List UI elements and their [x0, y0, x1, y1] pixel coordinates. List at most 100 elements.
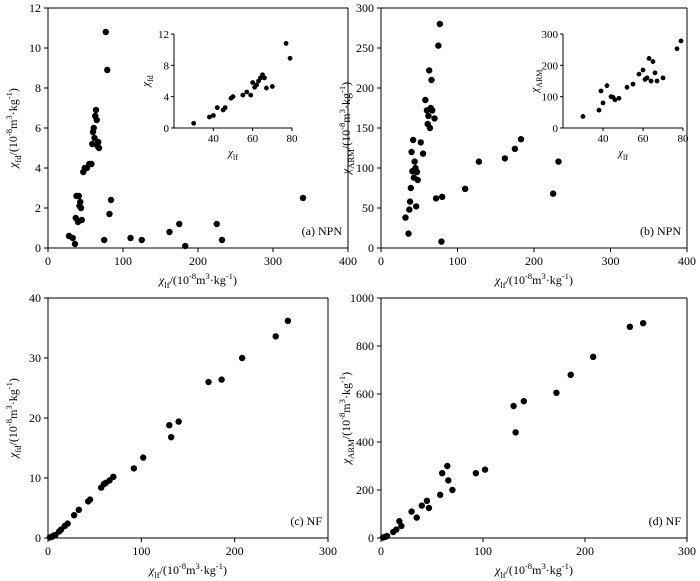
panel-d-data-point: [413, 514, 420, 521]
panel-a-y-tick-label: 0: [35, 241, 41, 255]
panel-c-data-point: [238, 354, 246, 362]
panel-a-data-point: [95, 138, 102, 146]
panel-a-y-tick-label: 6: [35, 121, 41, 135]
panel-a-y-tick-label: 8: [35, 81, 41, 95]
panel-d-y-axis-label: χARM/(10-8m3·kg-1): [337, 372, 356, 465]
panel-d-data-point: [418, 502, 425, 509]
panel-c-data-point: [284, 317, 292, 324]
panel-b-x-tick-label: 400: [678, 254, 696, 268]
panel-a-inset-data-point: [214, 105, 220, 111]
panel-b-inset-data-point: [598, 88, 604, 94]
panel-b-x-tick-label: 100: [449, 254, 467, 268]
panel-b-inset-data-point: [616, 95, 622, 101]
panel-d-x-tick-label: 100: [474, 544, 492, 558]
panel-b-x-axis-label: χlf/(10-8m3·kg-1): [494, 271, 573, 290]
panel-a-inset-y-tick-label: 0: [164, 123, 170, 135]
panel-a-inset-data-point: [244, 89, 250, 95]
panel-b-data-point: [407, 184, 415, 192]
panel-d-data-point: [398, 522, 405, 530]
panel-b-x-tick-label: 0: [378, 254, 384, 268]
panel-c-x-tick-label: 200: [226, 544, 244, 558]
panel-a-inset-data-point: [230, 94, 236, 100]
panel-d-data-point: [436, 491, 444, 498]
panel-c-data-point: [140, 454, 147, 461]
panel-d-y-tick-label: 200: [356, 483, 374, 497]
panel-b-inset-data-point: [630, 81, 636, 87]
panel-b-inset-y-tick-label: 200: [542, 60, 559, 72]
panel-b-y-tick-label: 0: [368, 241, 374, 255]
panel-d-data-point: [439, 470, 446, 477]
panel-b-data-point: [402, 214, 409, 221]
panel-b-inset-data-point: [650, 59, 656, 64]
panel-a-data-point: [71, 240, 79, 248]
panel-b-inset-data-point: [674, 46, 680, 52]
panel-a-x-tick-label: 200: [189, 254, 207, 268]
panel-b-data-point: [436, 20, 444, 28]
panel-b-data-point: [461, 185, 469, 192]
panel-a-data-point: [127, 234, 134, 242]
panel-b-data-point: [422, 96, 429, 104]
panel-a-inset-x-tick-label: 40: [208, 133, 220, 145]
panel-b-inset-x-tick-label: 60: [638, 133, 650, 145]
panel-a-data-point: [106, 210, 113, 218]
panel-a-data-point: [101, 236, 108, 244]
panel-b-inset-data-point: [654, 78, 660, 84]
panel-b-y-tick-label: 100: [356, 161, 374, 175]
panel-c-x-axis-label: χlf/(10-8m3·kg-1): [148, 561, 227, 580]
panel-b-data-point: [501, 155, 509, 162]
panel-c: 0 100 200 300 0 10 20 30 40 χlf/(10-8m3·kg-1) χfd/…: [4, 291, 337, 580]
panel-a-data-point: [299, 194, 307, 202]
panel-b-inset-x-tick-label: 80: [678, 133, 690, 145]
panel-d-x-tick-label: 0: [378, 544, 384, 558]
panel-a-inset-y-axis-label: χfd: [140, 75, 155, 87]
panel-d-y-tick-label: 400: [356, 435, 374, 449]
panel-d-y-tick-label: 600: [356, 387, 374, 401]
panel-d-x-axis-label: χlf/(10-8m3·kg-1): [494, 561, 573, 580]
panel-a-inset-data-point: [240, 92, 246, 98]
panel-b-data-point: [432, 195, 440, 202]
panel-a-x-tick-label: 100: [114, 254, 132, 268]
panel-d-data-point: [639, 320, 647, 327]
panel-b-data-point: [549, 190, 557, 197]
panel-d-data-point: [423, 497, 431, 504]
panel-a-data-point: [90, 124, 97, 132]
panel-a-inset-y-tick-label: 4: [164, 92, 170, 104]
panel-a-inset-data-point: [254, 82, 259, 88]
panel-b: 0 100 200 300 400050100150200250300χlf/(10-8…: [337, 1, 696, 290]
panel-b-data-point: [409, 136, 417, 144]
panel-b-data-point: [517, 136, 525, 143]
panel-b-data-point: [435, 42, 442, 49]
panel-c-x-tick-label: 300: [319, 544, 337, 558]
panel-b-inset-y-tick-label: 300: [542, 29, 559, 41]
panel-d-label: (d) NF: [649, 514, 682, 528]
panel-a-x-axis-label: χlf/(10-8m3·kg-1): [158, 271, 237, 290]
panel-c-x-tick-label: 100: [132, 544, 150, 558]
panel-b-inset-data-point: [648, 78, 654, 84]
panel-a-x-tick-label: 300: [264, 254, 282, 268]
panel-a-inset-data-point: [248, 92, 254, 98]
panel-b-data-point: [406, 198, 414, 205]
panel-c-label: (c) NF: [290, 514, 322, 528]
panel-b-x-tick-label: 200: [525, 254, 543, 268]
panel-d-data-point: [567, 371, 574, 378]
panel-b-inset-data-point: [646, 56, 652, 61]
panel-b-data-point: [425, 112, 432, 120]
panel-a-x-tick-label: 400: [339, 254, 357, 268]
panel-a-data-point: [77, 204, 85, 212]
panel-a-inset-data-point: [264, 85, 269, 91]
panel-b-inset-data-point: [624, 84, 630, 90]
panel-b-data-point: [405, 230, 412, 237]
panel-a-inset-data-point: [222, 105, 228, 111]
panel-d-data-point: [396, 518, 403, 525]
panel-a-y-tick-label: 4: [35, 161, 41, 175]
panel-c-y-tick-label: 20: [29, 411, 41, 425]
panel-b-data-point: [406, 206, 413, 213]
panel-c-y-tick-label: 10: [29, 471, 41, 485]
panel-a-inset-y-tick-label: 12: [158, 29, 169, 41]
panel-a-inset-data-point: [283, 41, 289, 46]
panel-b-data-point: [428, 76, 435, 84]
panel-a-data-point: [77, 198, 84, 206]
panel-c-data-point: [218, 376, 225, 383]
panel-d-y-tick-label: 1000: [350, 291, 374, 305]
panel-a-data-point: [88, 160, 95, 168]
